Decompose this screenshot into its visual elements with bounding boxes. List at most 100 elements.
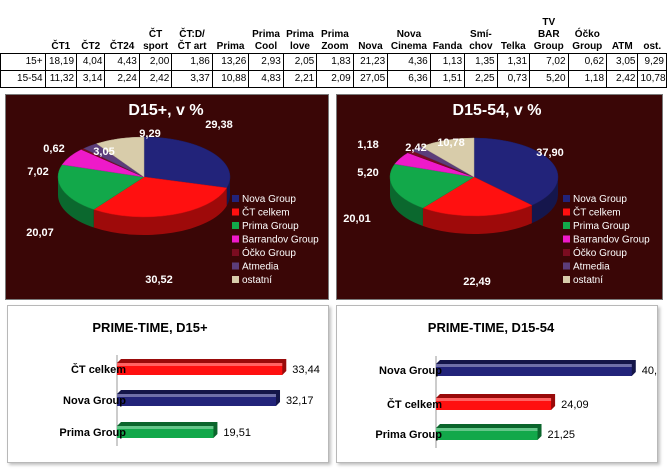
- header-cell: [0, 17, 46, 54]
- header-cell: Prima love: [283, 17, 317, 54]
- bar-chart-panel-primetime-d15-54: PRIME-TIME, D15-54 Nova Group 40,98 ČT celk…: [336, 305, 669, 463]
- header-cell: Smí-chov: [464, 17, 498, 54]
- table-cell: 4,83: [248, 70, 284, 88]
- legend-label: Atmedia: [242, 262, 279, 273]
- legend-label: ČT celkem: [573, 206, 621, 219]
- bar-value-label: 24,09: [561, 399, 589, 411]
- header-cell: ost.: [637, 17, 667, 54]
- header-cell: ČT1: [45, 17, 77, 54]
- bar-highlight: [117, 394, 277, 397]
- header-cell: Nova Cinema: [387, 17, 431, 54]
- table-cell: 4,04: [76, 53, 106, 71]
- pie-value-label: 22,49: [463, 276, 491, 288]
- pie-value-label: 10,78: [437, 137, 465, 149]
- bar-value-label: 21,25: [548, 429, 576, 441]
- category-label: Nova Group: [379, 365, 442, 377]
- legend-label: Prima Group: [573, 221, 630, 232]
- pie-value-label: 5,20: [357, 167, 378, 179]
- pie-value-label: 9,29: [139, 128, 160, 140]
- legend-swatch: [563, 276, 570, 283]
- table-cell: 2,25: [464, 70, 498, 88]
- table-cell: 4,43: [104, 53, 140, 71]
- pie-slice-side: [390, 177, 423, 226]
- legend-swatch: [563, 222, 570, 229]
- table-cell: 1,18: [567, 70, 608, 88]
- pie-value-label: 0,62: [43, 143, 64, 155]
- table-cell: 1,86: [171, 53, 213, 71]
- chart-title: PRIME-TIME, D15+: [92, 320, 208, 335]
- header-cell: Telka: [497, 17, 530, 54]
- bar: [436, 398, 552, 410]
- chart-title: D15+, v %: [128, 102, 203, 119]
- pie-slice-side: [58, 177, 94, 228]
- pie-slice-side: [422, 205, 532, 234]
- bar-highlight: [117, 426, 214, 429]
- table-cell: 1,35: [464, 53, 498, 71]
- bar-chart-panel-primetime-d15plus: PRIME-TIME, D15+ ČT celkem 33,44 Nova Group…: [7, 305, 329, 463]
- category-label: Nova Group: [63, 395, 126, 407]
- header-cell: Prima Zoom: [316, 17, 354, 54]
- pie-slice: [473, 137, 559, 206]
- legend-label: Óčko Group: [573, 246, 627, 259]
- legend-label: ostatní: [242, 275, 272, 286]
- category-label: Prima Group: [59, 427, 126, 439]
- table-cell: 2,05: [282, 53, 318, 71]
- table-cell: 4,36: [387, 53, 431, 71]
- header-cell: ČT2: [76, 17, 105, 54]
- legend-swatch: [232, 262, 239, 270]
- bar: [436, 428, 538, 440]
- bar-highlight: [117, 363, 283, 366]
- table-cell: 2,42: [138, 70, 173, 88]
- pie-value-label: 2,42: [405, 142, 426, 154]
- category-label: ČT celkem: [387, 398, 442, 411]
- pie-value-label: 29,38: [205, 119, 233, 131]
- table-cell: 10,88: [211, 70, 250, 88]
- legend-swatch: [563, 249, 570, 256]
- header-cell: Fanda: [430, 17, 465, 54]
- legend-swatch: [232, 235, 239, 243]
- bar-highlight: [436, 398, 552, 401]
- legend-label: Prima Group: [242, 221, 299, 232]
- table-cell: 3,37: [171, 70, 213, 88]
- bar-value-label: 19,51: [223, 427, 251, 439]
- table-cell: 2,00: [138, 53, 173, 71]
- table-cell: 13,26: [211, 53, 250, 71]
- category-label: Prima Group: [375, 429, 442, 441]
- legend-swatch: [232, 249, 239, 256]
- pie-value-label: 20,01: [343, 213, 371, 225]
- bar-value-label: 33,44: [292, 364, 320, 376]
- table-cell: 1,51: [429, 70, 466, 88]
- chart-title: PRIME-TIME, D15-54: [428, 320, 555, 335]
- header-cell: Prima Cool: [248, 17, 284, 54]
- table-cell: 1,13: [429, 53, 466, 71]
- table-cell: 2,24: [104, 70, 140, 88]
- pie-chart-panel-d15plus: D15+, v % 29,38 30,52 20,07 7,02 0,62 3,05 9,29…: [5, 94, 329, 300]
- table-cell: 1,31: [496, 53, 531, 71]
- bar-highlight: [436, 364, 632, 367]
- pie-slice-side: [93, 187, 227, 235]
- legend-swatch: [563, 262, 570, 270]
- header-cell: Nova: [353, 17, 388, 54]
- table-cell: 1,83: [316, 53, 354, 71]
- pie-slice-side: [226, 177, 230, 206]
- bar: [117, 394, 277, 406]
- pie-slice: [93, 176, 228, 218]
- legend-swatch: [232, 208, 239, 216]
- bar: [117, 363, 283, 375]
- bar-chart-primetime-d15-54: PRIME-TIME, D15-54 Nova Group 40,98 ČT celk…: [375, 320, 669, 448]
- bar-value-label: 32,17: [286, 395, 314, 407]
- header-cell: Prima: [212, 17, 249, 54]
- legend-label: Barrandov Group: [573, 235, 650, 246]
- pie-chart-panel-d15-54: D15-54, v % 37,90 22,49 20,01 5,20 1,18 2,42 10…: [336, 94, 663, 300]
- pie-slice: [96, 136, 145, 178]
- pie-slice: [143, 136, 231, 189]
- pie-value-label: 3,05: [93, 146, 114, 158]
- table-cell: 0,62: [567, 53, 608, 71]
- pie-slice: [57, 164, 145, 210]
- bar: [117, 426, 214, 438]
- chart-title: D15-54, v %: [453, 102, 542, 119]
- share-table: ČT1 ČT2 ČT24 ČT sport ČT:D/ ČT art Prima…: [0, 17, 667, 88]
- pie-chart-d15-54: D15-54, v % 37,90 22,49 20,01 5,20 1,18 2,42 10…: [343, 102, 650, 288]
- pie-slice-side: [531, 177, 558, 224]
- table-cell: 18,19: [44, 53, 78, 71]
